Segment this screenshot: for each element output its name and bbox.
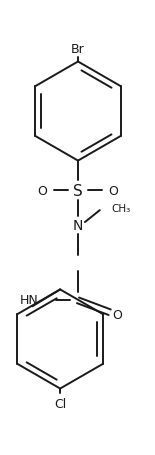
Text: Br: Br	[71, 43, 85, 56]
Text: O: O	[113, 308, 123, 321]
Text: Cl: Cl	[54, 397, 66, 410]
Text: S: S	[73, 183, 83, 198]
Text: N: N	[73, 218, 83, 233]
Text: O: O	[37, 184, 47, 197]
Text: CH₃: CH₃	[112, 204, 131, 214]
Text: O: O	[109, 184, 119, 197]
Text: HN: HN	[20, 293, 38, 306]
